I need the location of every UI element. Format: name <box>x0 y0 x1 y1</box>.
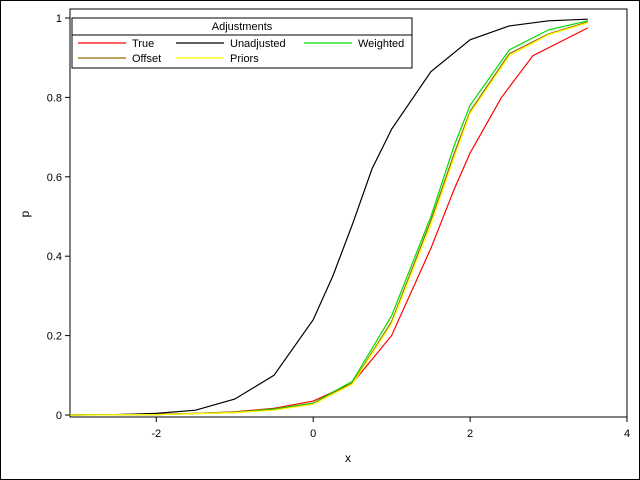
y-axis: 0 0.2 0.4 0.6 0.8 1 <box>47 13 70 422</box>
series-line-priors <box>69 22 588 416</box>
y-tick-label: 0.6 <box>47 172 62 184</box>
legend-label-unadjusted: Unadjusted <box>230 38 286 50</box>
y-tick-label: 0 <box>56 410 62 422</box>
legend-box <box>71 17 413 69</box>
plot-area <box>69 8 628 418</box>
legend-label-offset: Offset <box>132 53 161 65</box>
x-axis-label: x <box>345 451 351 465</box>
x-tick-label: 2 <box>467 428 473 440</box>
x-axis: -2 0 2 4 <box>151 417 630 440</box>
legend-label-true: True <box>132 38 154 50</box>
x-tick-label: -2 <box>151 428 161 440</box>
y-tick-label: 0.8 <box>47 92 62 104</box>
x-tick-label: 4 <box>624 428 630 440</box>
y-tick-label: 1 <box>56 13 62 25</box>
y-axis-label: p <box>18 210 32 217</box>
legend-title: Adjustments <box>212 21 273 33</box>
legend-label-weighted: Weighted <box>358 38 404 50</box>
y-tick-label: 0.4 <box>47 251 62 263</box>
legend-label-priors: Priors <box>230 53 259 65</box>
series-lines <box>69 18 589 416</box>
legend: Adjustments True Unadjusted Weighted Offset… <box>71 17 413 69</box>
y-tick-label: 0.2 <box>47 331 62 343</box>
series-line-unadjusted <box>69 18 588 416</box>
x-tick-label: 0 <box>310 428 316 440</box>
